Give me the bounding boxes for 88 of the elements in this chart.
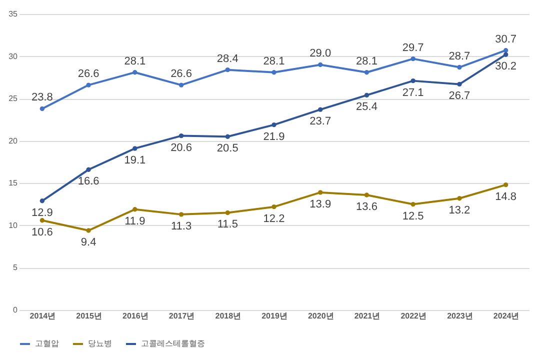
data-label: 13.6 (356, 200, 378, 213)
point (364, 70, 370, 75)
x-tick-label: 2024년 (493, 312, 520, 320)
legend-label: 고혈압 (35, 339, 59, 348)
point (272, 70, 276, 75)
point (86, 82, 91, 88)
x-tick-label: 2023년 (447, 312, 473, 320)
data-label: 28.1 (356, 55, 378, 68)
legend-label: 고콜레스테롤혈증 (141, 339, 205, 348)
data-label: 11.5 (217, 218, 238, 231)
point (178, 212, 184, 217)
point (364, 92, 370, 98)
x-tick-label: 2014년 (30, 312, 56, 320)
x-tick-label: 2017년 (168, 312, 195, 320)
point (457, 196, 462, 201)
point (132, 70, 138, 75)
point (225, 67, 230, 72)
y-tick-label: 25 (8, 94, 18, 104)
point (178, 82, 184, 88)
point (40, 218, 45, 223)
data-label: 13.2 (448, 204, 470, 216)
data-label: 14.8 (495, 190, 517, 203)
data-label: 23.7 (310, 116, 332, 128)
x-tick-label: 2015년 (76, 312, 102, 320)
y-tick-label: 20 (8, 136, 18, 146)
data-label: 28.1 (124, 55, 146, 68)
data-label: 12.9 (31, 206, 53, 219)
data-label: 9.4 (80, 236, 96, 249)
data-label: 30.2 (495, 60, 517, 73)
data-label: 19.1 (124, 154, 146, 166)
point (318, 62, 323, 68)
point (503, 52, 508, 57)
data-label: 11.9 (124, 215, 146, 228)
point (503, 182, 508, 188)
y-tick-label: 30 (8, 52, 18, 61)
y-tick-label: 35 (8, 10, 18, 18)
data-label: 28.7 (448, 50, 470, 62)
data-label: 26.7 (448, 90, 470, 102)
data-label: 28.1 (263, 55, 285, 68)
x-tick-label: 2020년 (308, 312, 334, 320)
point (272, 122, 276, 128)
point (40, 198, 45, 204)
data-label: 16.6 (78, 176, 100, 188)
point (132, 207, 138, 212)
point (272, 204, 276, 210)
data-label: 25.4 (356, 101, 378, 114)
point (318, 190, 323, 195)
x-tick-label: 2021년 (354, 312, 380, 320)
y-tick-label: 15 (8, 178, 18, 188)
data-label: 20.5 (216, 142, 238, 155)
point (86, 167, 91, 172)
data-label: 23.8 (31, 92, 53, 104)
y-tick-label: 10 (8, 220, 18, 230)
data-label: 28.4 (216, 52, 238, 65)
point (318, 107, 323, 112)
data-label: 27.1 (402, 86, 424, 99)
point (503, 48, 508, 53)
point (410, 202, 416, 207)
data-label: 29.0 (310, 48, 332, 60)
y-tick-label: 0 (13, 306, 18, 314)
point (40, 106, 45, 112)
point (410, 56, 416, 62)
data-label: 29.7 (402, 42, 424, 54)
point (410, 78, 416, 84)
x-tick-label: 2018년 (215, 312, 242, 320)
x-tick-label: 2016년 (122, 312, 148, 320)
x-tick-label: 2022년 (400, 312, 426, 320)
point (178, 133, 184, 138)
data-label: 26.6 (78, 68, 100, 80)
point (225, 210, 230, 216)
point (132, 146, 138, 151)
data-label: 12.2 (263, 212, 285, 225)
data-label: 30.7 (495, 33, 517, 46)
data-label: 21.9 (263, 130, 285, 143)
data-label: 13.9 (310, 198, 332, 210)
y-tick-label: 5 (13, 263, 18, 272)
data-label: 12.5 (402, 210, 424, 222)
legend-label: 당뇨병 (88, 339, 112, 348)
data-label: 26.6 (170, 68, 192, 80)
point (364, 192, 370, 198)
point (225, 134, 230, 139)
x-tick-label: 2019년 (262, 312, 288, 320)
point (457, 64, 462, 70)
data-label: 10.6 (31, 226, 53, 238)
point (457, 82, 462, 87)
point (86, 228, 91, 233)
data-label: 20.6 (170, 142, 192, 154)
data-label: 11.3 (170, 220, 192, 232)
